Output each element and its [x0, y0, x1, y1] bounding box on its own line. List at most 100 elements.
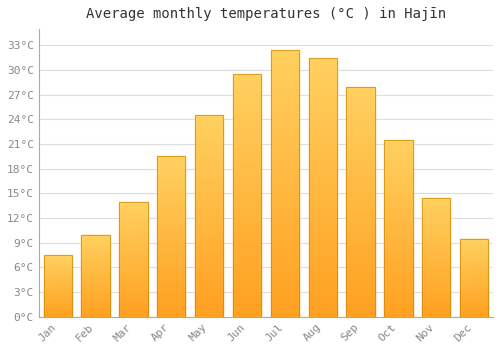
Bar: [308, 283, 337, 286]
Bar: [308, 205, 337, 208]
Bar: [82, 244, 110, 245]
Bar: [270, 242, 299, 245]
Bar: [157, 225, 186, 227]
Bar: [44, 275, 72, 276]
Bar: [82, 250, 110, 251]
Bar: [460, 248, 488, 249]
Bar: [270, 258, 299, 261]
Bar: [82, 279, 110, 280]
Bar: [157, 266, 186, 267]
Bar: [119, 276, 148, 278]
Bar: [346, 209, 375, 211]
Bar: [195, 266, 224, 268]
Bar: [346, 153, 375, 156]
Bar: [119, 248, 148, 249]
Bar: [119, 251, 148, 252]
Bar: [195, 282, 224, 285]
Bar: [422, 219, 450, 220]
Bar: [195, 170, 224, 172]
Bar: [384, 160, 412, 161]
Bar: [308, 151, 337, 154]
Bar: [422, 200, 450, 201]
Bar: [270, 298, 299, 301]
Bar: [270, 127, 299, 130]
Bar: [384, 177, 412, 179]
Bar: [270, 271, 299, 274]
Bar: [195, 234, 224, 236]
Bar: [384, 216, 412, 218]
Bar: [44, 297, 72, 298]
Bar: [195, 116, 224, 117]
Bar: [308, 247, 337, 250]
Bar: [384, 188, 412, 190]
Bar: [346, 315, 375, 317]
Bar: [44, 293, 72, 294]
Bar: [346, 280, 375, 282]
Bar: [384, 193, 412, 195]
Bar: [422, 229, 450, 230]
Bar: [233, 130, 261, 133]
Bar: [195, 268, 224, 271]
Bar: [195, 141, 224, 144]
Bar: [384, 283, 412, 285]
Bar: [422, 305, 450, 306]
Bar: [346, 236, 375, 239]
Bar: [422, 228, 450, 229]
Bar: [119, 304, 148, 305]
Bar: [157, 235, 186, 237]
Bar: [233, 300, 261, 302]
Bar: [233, 140, 261, 142]
Bar: [157, 181, 186, 182]
Bar: [157, 238, 186, 240]
Bar: [384, 170, 412, 172]
Bar: [460, 272, 488, 273]
Bar: [346, 179, 375, 181]
Bar: [157, 253, 186, 254]
Bar: [195, 273, 224, 274]
Bar: [157, 296, 186, 297]
Bar: [82, 263, 110, 264]
Bar: [270, 269, 299, 271]
Bar: [233, 89, 261, 91]
Bar: [308, 231, 337, 234]
Bar: [422, 284, 450, 285]
Bar: [308, 187, 337, 190]
Bar: [157, 230, 186, 232]
Bar: [119, 220, 148, 221]
Bar: [157, 177, 186, 179]
Bar: [195, 258, 224, 260]
Bar: [119, 268, 148, 270]
Bar: [422, 301, 450, 302]
Bar: [270, 146, 299, 148]
Bar: [346, 96, 375, 98]
Bar: [82, 304, 110, 305]
Bar: [157, 315, 186, 317]
Bar: [157, 161, 186, 163]
Bar: [233, 232, 261, 234]
Bar: [308, 203, 337, 205]
Bar: [308, 307, 337, 309]
Bar: [233, 181, 261, 183]
Bar: [195, 222, 224, 224]
Bar: [346, 86, 375, 89]
Bar: [157, 251, 186, 253]
Bar: [308, 174, 337, 177]
Bar: [119, 224, 148, 225]
Bar: [346, 156, 375, 158]
Bar: [422, 289, 450, 290]
Bar: [422, 280, 450, 281]
Bar: [270, 148, 299, 151]
Bar: [195, 315, 224, 317]
Bar: [119, 204, 148, 205]
Bar: [460, 287, 488, 288]
Bar: [44, 280, 72, 281]
Bar: [308, 208, 337, 211]
Bar: [422, 206, 450, 207]
Bar: [384, 168, 412, 170]
Bar: [422, 316, 450, 317]
Bar: [270, 226, 299, 229]
Bar: [460, 279, 488, 280]
Bar: [270, 159, 299, 162]
Bar: [119, 222, 148, 224]
Bar: [346, 305, 375, 308]
